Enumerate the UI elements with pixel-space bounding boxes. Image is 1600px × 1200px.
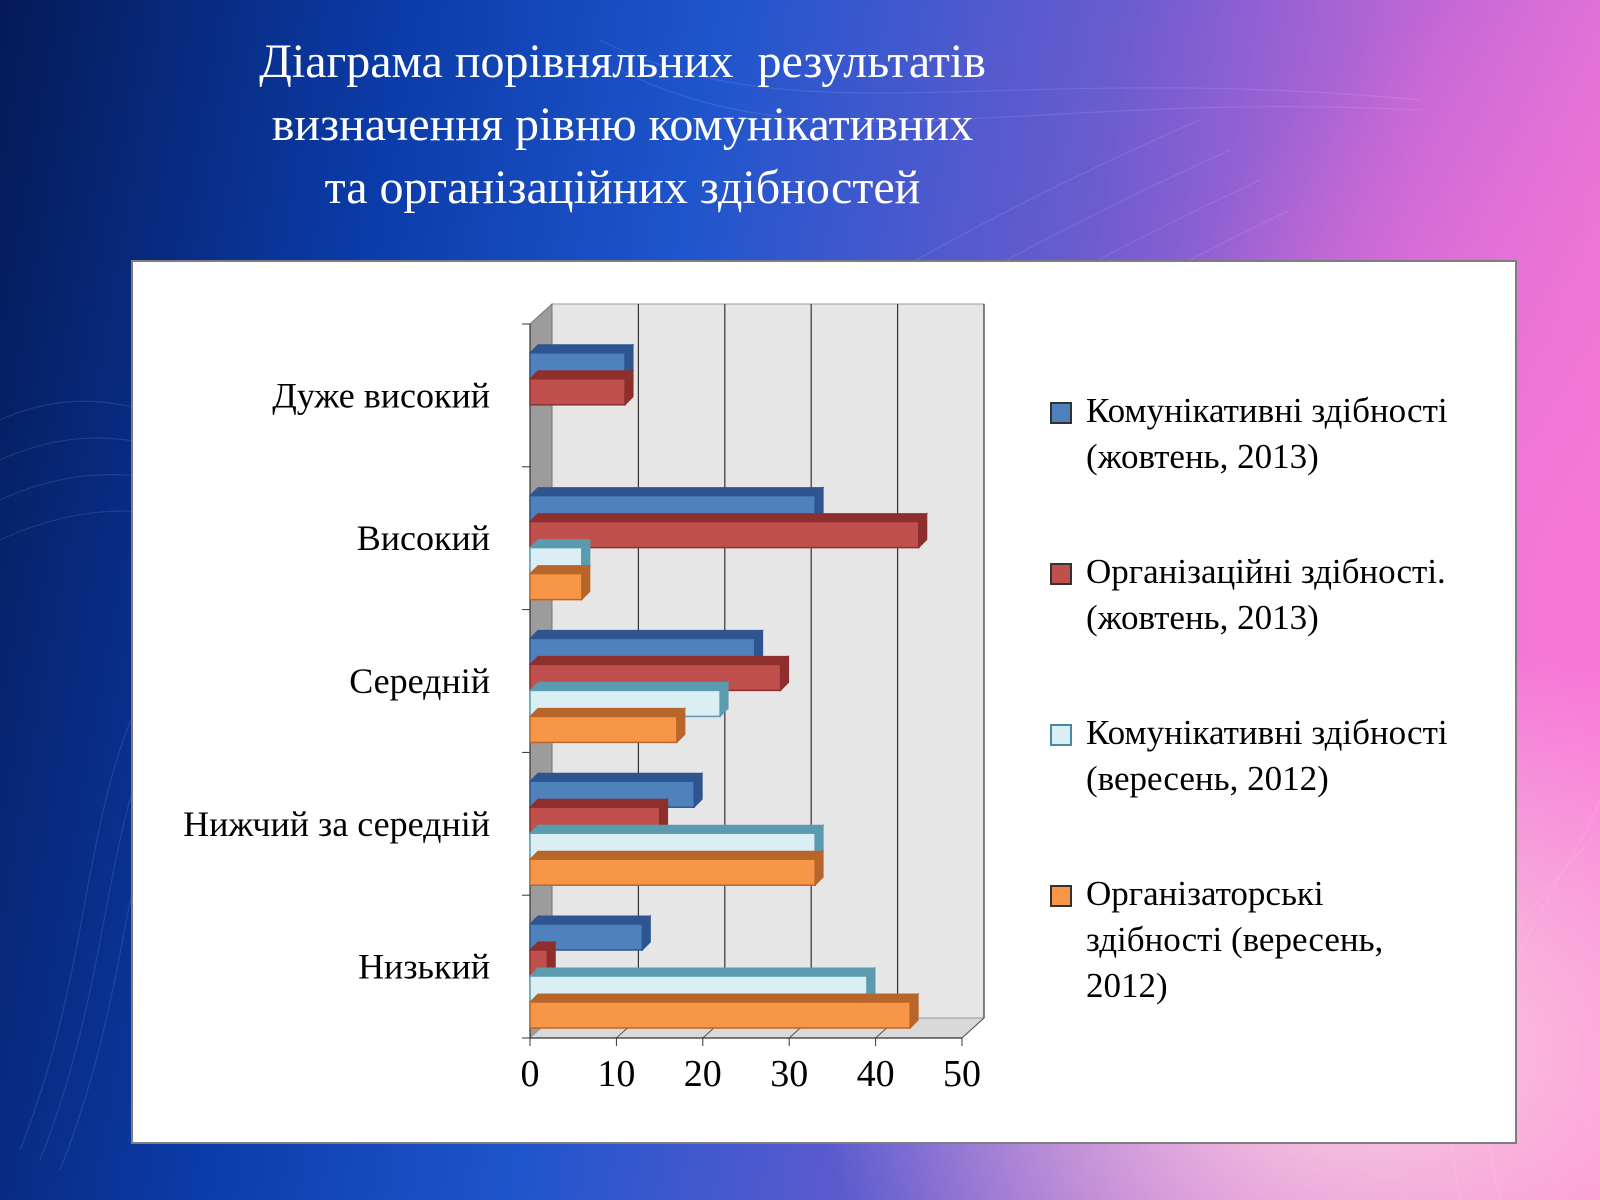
legend-label: Організаційні здібності. (жовтень, 2013): [1086, 549, 1506, 641]
slide-title-line-3: та організаційних здібностей: [324, 161, 921, 214]
legend-label-line: 2012): [1086, 966, 1168, 1005]
x-tick-label: 30: [770, 1053, 808, 1095]
legend-swatch-lightblue: [1050, 724, 1072, 746]
legend-label-line: Організаційні здібності.: [1086, 552, 1446, 591]
bar-top-face: [528, 565, 592, 575]
bar-top-face: [528, 344, 635, 354]
bar-top-face: [528, 681, 730, 691]
bar-top-face: [528, 824, 825, 834]
legend-label-line: (жовтень, 2013): [1086, 598, 1319, 637]
legend-label-line: (жовтень, 2013): [1086, 437, 1319, 476]
bar-top-face: [528, 798, 669, 808]
legend-label: Комунікативні здібності (жовтень, 2013): [1086, 388, 1506, 480]
bar-top-face: [528, 772, 704, 782]
bar-top-face: [528, 513, 929, 523]
legend-swatch-red: [1050, 563, 1072, 585]
bar-top-face: [528, 539, 592, 549]
category-label: Середній: [349, 661, 490, 701]
category-label: Нижчий за середній: [183, 804, 490, 844]
bar-top-face: [528, 967, 877, 977]
slide-title-line-2: визначення рівню комунікативних: [271, 98, 974, 151]
category-label: Дуже високий: [272, 375, 490, 415]
bar: [529, 572, 583, 601]
bar-top-face: [528, 915, 652, 925]
bar-top-face: [528, 707, 687, 717]
legend-item-communicative-2013: Комунікативні здібності (жовтень, 2013): [1050, 388, 1510, 508]
bar-top-face: [528, 370, 635, 380]
slide-title-line-1: Діаграма порівняльних результатів: [259, 35, 986, 88]
bar-top-face: [528, 993, 920, 1003]
x-tick-label: 20: [684, 1053, 722, 1095]
legend-swatch-blue: [1050, 402, 1072, 424]
x-tick-label: 40: [857, 1053, 895, 1095]
legend-item-communicative-2012: Комунікативні здібності (вересень, 2012): [1050, 710, 1510, 830]
bar-top-face: [528, 850, 825, 860]
legend-label: Комунікативні здібності (вересень, 2012): [1086, 710, 1506, 802]
legend-label-line: здібності (вересень,: [1086, 920, 1384, 959]
bar: [529, 858, 816, 886]
legend-swatch-orange: [1050, 885, 1072, 907]
legend-label-line: Комунікативні здібності: [1086, 391, 1448, 430]
category-label: Низький: [358, 947, 490, 987]
bar: [529, 520, 920, 549]
category-label: Високий: [357, 518, 490, 558]
bar-top-face: [528, 629, 764, 639]
legend-label-line: Організаторські: [1086, 874, 1324, 913]
legend-label-line: (вересень, 2012): [1086, 759, 1329, 798]
legend-item-organizational-2013: Організаційні здібності. (жовтень, 2013): [1050, 549, 1510, 669]
legend-item-organizational-2012: Організаторські здібності (вересень, 201…: [1050, 871, 1510, 1005]
bar-top-face: [528, 487, 825, 497]
x-tick-label: 10: [597, 1053, 635, 1095]
gridline-floor: [961, 1017, 985, 1039]
bar-top-face: [528, 655, 790, 665]
bar: [529, 715, 678, 744]
legend-label-line: Комунікативні здібності: [1086, 713, 1448, 752]
chart-legend: Комунікативні здібності (жовтень, 2013) …: [1050, 388, 1510, 1032]
bar: [529, 378, 626, 406]
x-tick-label: 50: [943, 1053, 981, 1095]
x-tick-label: 0: [521, 1053, 540, 1095]
slide-title: Діаграма порівняльних результатів визнач…: [0, 30, 1245, 219]
bar: [529, 1001, 911, 1029]
legend-label: Організаторські здібності (вересень, 201…: [1086, 871, 1506, 1009]
